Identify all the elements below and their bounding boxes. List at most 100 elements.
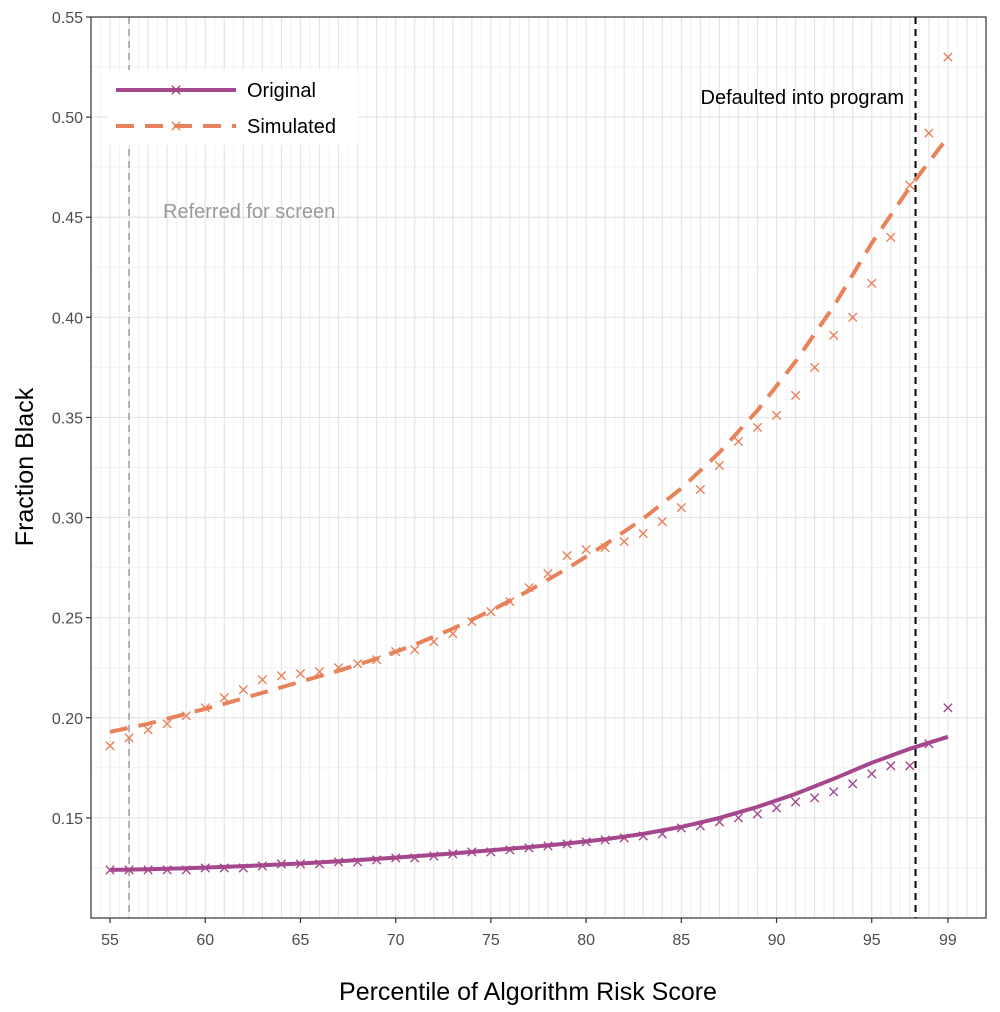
marker-stroke <box>867 769 877 779</box>
data-point-original <box>105 865 115 875</box>
data-point-simulated <box>657 516 667 527</box>
data-point-original <box>124 865 134 875</box>
marker-stroke <box>371 655 382 665</box>
marker-stroke <box>410 645 420 655</box>
data-point-original <box>429 851 439 861</box>
data-point-original <box>619 833 629 843</box>
legend-marker-original <box>171 85 181 95</box>
marker-stroke <box>352 659 363 669</box>
y-tick-label: 0.55 <box>52 10 83 27</box>
data-point-original <box>371 855 382 865</box>
data-point-original <box>295 859 306 869</box>
marker-stroke <box>276 671 287 681</box>
marker-stroke <box>638 528 648 539</box>
marker-stroke <box>581 837 591 847</box>
marker-stroke <box>143 725 153 735</box>
marker-stroke <box>828 330 839 341</box>
marker-stroke <box>790 390 801 401</box>
y-tick-label: 0.20 <box>52 711 83 728</box>
data-point-simulated <box>486 606 496 617</box>
legend: Original Simulated <box>108 70 358 145</box>
marker-stroke <box>467 847 477 857</box>
marker-stroke <box>219 863 229 873</box>
marker-stroke <box>276 859 287 869</box>
data-point-original <box>505 845 515 855</box>
marker-stroke <box>410 853 420 863</box>
x-tick-label: 85 <box>672 932 690 949</box>
marker-stroke <box>809 793 820 803</box>
marker-stroke <box>848 779 858 789</box>
data-point-original <box>676 823 687 833</box>
y-axis-title: Fraction Black <box>11 387 39 546</box>
data-point-original <box>600 835 610 845</box>
legend-label-simulated: Simulated <box>247 116 336 138</box>
data-point-simulated <box>105 741 115 751</box>
marker-stroke <box>676 823 687 833</box>
y-tick-label: 0.15 <box>52 811 83 828</box>
marker-stroke <box>219 693 229 703</box>
marker-stroke <box>352 857 363 867</box>
grid-major <box>90 16 987 918</box>
marker-stroke <box>371 855 382 865</box>
data-point-simulated <box>162 719 172 729</box>
data-point-original <box>695 821 706 831</box>
data-point-simulated <box>257 675 268 685</box>
marker-stroke <box>543 568 553 579</box>
marker-stroke <box>848 312 858 323</box>
data-point-simulated <box>676 502 687 513</box>
data-point-simulated <box>276 671 287 681</box>
marker-stroke <box>886 232 896 242</box>
data-point-simulated <box>752 422 763 433</box>
marker-stroke <box>429 851 439 861</box>
y-tick-label: 0.45 <box>52 210 83 227</box>
marker-stroke <box>809 362 820 373</box>
data-point-original <box>809 793 820 803</box>
data-point-original <box>200 863 210 873</box>
marker-stroke <box>657 829 667 839</box>
marker-stroke <box>200 703 210 713</box>
grid-minor <box>91 17 986 918</box>
data-point-simulated <box>771 410 782 421</box>
x-tick-label: 95 <box>863 932 881 949</box>
data-point-simulated <box>543 568 553 579</box>
marker-stroke <box>657 516 667 527</box>
marker-stroke <box>752 422 763 433</box>
marker-stroke <box>924 739 934 749</box>
marker-stroke <box>486 606 496 617</box>
data-point-original <box>886 761 896 771</box>
data-point-simulated <box>886 232 896 242</box>
data-point-original <box>562 839 572 849</box>
data-point-original <box>448 849 458 859</box>
marker-stroke <box>714 817 725 827</box>
marker-stroke <box>524 582 534 593</box>
data-point-simulated <box>505 596 515 607</box>
data-point-original <box>410 853 420 863</box>
x-tick-label: 55 <box>101 932 119 949</box>
data-point-original <box>828 787 839 797</box>
marker-stroke <box>752 809 763 819</box>
data-point-original <box>924 739 934 749</box>
marker-stroke <box>171 121 181 131</box>
x-tick-label: 65 <box>292 932 310 949</box>
marker-stroke <box>171 85 181 95</box>
data-point-original <box>486 847 496 857</box>
marker-stroke <box>429 636 439 647</box>
marker-stroke <box>390 853 401 863</box>
y-tick-label: 0.30 <box>52 511 83 528</box>
data-point-original <box>181 865 191 875</box>
data-point-simulated <box>600 542 610 553</box>
data-point-original <box>733 813 744 823</box>
marker-stroke <box>600 835 610 845</box>
marker-stroke <box>257 861 268 871</box>
y-tick-label: 0.50 <box>52 110 83 127</box>
marker-stroke <box>257 675 268 685</box>
marker-stroke <box>295 859 306 869</box>
data-point-simulated <box>733 436 744 447</box>
marker-stroke <box>143 865 153 875</box>
data-point-original <box>638 831 648 841</box>
marker-stroke <box>505 845 515 855</box>
data-point-original <box>905 761 915 771</box>
marker-stroke <box>181 865 191 875</box>
data-point-simulated <box>390 647 401 657</box>
marker-stroke <box>238 863 249 873</box>
